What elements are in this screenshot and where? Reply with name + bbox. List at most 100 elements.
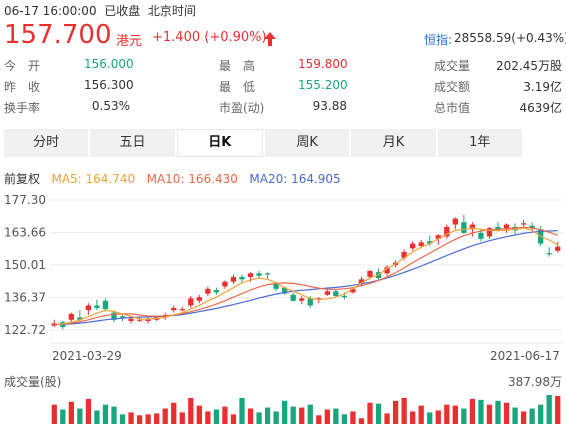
adjust-mode[interactable]: 前复权 [4, 172, 41, 186]
volume-bar [555, 395, 561, 424]
volume-bar [77, 408, 83, 424]
volume-bar [171, 402, 177, 424]
volume-bar [94, 410, 100, 424]
volume-bar [392, 400, 399, 424]
volume-bar [290, 406, 296, 424]
current-price: 157.700 [4, 20, 112, 50]
y-tick-label: 136.37 [4, 291, 46, 305]
candle [555, 241, 561, 253]
ma20-value: MA20: 164.905 [249, 172, 341, 186]
volume-bar [179, 412, 185, 424]
volume-bar [213, 409, 220, 424]
candle [486, 226, 493, 239]
volume-label: 成交量(股) [4, 374, 61, 389]
stat-label-volume: 成交量 [434, 59, 471, 73]
candle [264, 272, 271, 280]
volume-bar [546, 395, 552, 424]
status-bar: 06-17 16:00:00 已收盘 北京时间 [4, 2, 196, 19]
volume-bar [60, 409, 66, 424]
arrow-up-icon [264, 32, 276, 46]
volume-max: 387.98万 [508, 375, 562, 389]
volume-bar [333, 408, 339, 424]
candle [102, 298, 109, 312]
volume-bar [461, 408, 467, 424]
price-change: +1.400 (+0.90%) [152, 30, 267, 45]
status-datetime: 06-17 16:00:00 [4, 4, 97, 18]
stat-label-market-cap: 总市值 [434, 101, 471, 115]
volume-bar [102, 404, 109, 424]
stat-value-low: 155.200 [298, 78, 348, 92]
candle [111, 310, 117, 323]
volume-bar [222, 406, 228, 424]
volume-bar [145, 414, 151, 424]
tab-intraday[interactable]: 分时 [4, 129, 89, 157]
stat-label-high: 最 高 [219, 59, 256, 73]
candle [222, 280, 228, 289]
volume-bar [486, 404, 493, 424]
volume-bar [68, 401, 74, 424]
y-tick-label: 163.66 [4, 226, 46, 240]
candle [213, 287, 220, 295]
period-tabs: 分时 五日 日K 周K 月K 1年 [4, 129, 522, 157]
candle [239, 274, 245, 283]
candle [205, 286, 211, 296]
volume-bar [358, 418, 365, 424]
stat-value-high: 159.800 [298, 57, 348, 71]
stat-value-prev-close: 156.300 [84, 78, 134, 92]
stat-value-market-cap: 4639亿 [519, 101, 562, 115]
x-label-start: 2021-03-29 [52, 349, 122, 363]
stat-value-volume: 202.45万股 [496, 59, 562, 73]
volume-bar [264, 407, 271, 424]
stat-value-pe: 93.88 [312, 99, 347, 113]
candle [324, 288, 330, 296]
candle [410, 241, 416, 251]
tab-five-day[interactable]: 五日 [90, 129, 175, 157]
tab-one-year[interactable]: 1年 [437, 129, 522, 157]
candle [179, 306, 185, 312]
volume-bar [230, 414, 237, 424]
ma-legend: 前复权 MA5: 164.740 MA10: 166.430 MA20: 164… [4, 170, 341, 187]
candle [119, 313, 126, 321]
x-label-end: 2021-06-17 [490, 349, 560, 363]
stat-label-pe: 市盈(动) [219, 101, 265, 115]
volume-bar [401, 397, 407, 424]
candle [290, 292, 296, 302]
candle [384, 265, 390, 276]
stat-label-low: 最 低 [219, 80, 256, 94]
volume-bar [128, 412, 134, 424]
currency-label: 港元 [116, 34, 143, 49]
status-state: 已收盘 [104, 4, 141, 18]
index-name-link[interactable]: 恒指: [424, 33, 453, 47]
y-tick-label: 122.72 [4, 323, 46, 337]
volume-bar [239, 397, 245, 424]
stat-value-turnover: 3.19亿 [523, 80, 562, 94]
volume-bar [418, 405, 424, 424]
ma10-line [54, 226, 558, 326]
volume-bar [435, 410, 441, 424]
volume-bar [136, 415, 143, 424]
status-zone: 北京时间 [147, 4, 196, 18]
volume-bar [384, 413, 390, 424]
tab-daily-k[interactable]: 日K [176, 129, 263, 157]
volume-bar [119, 414, 126, 424]
candle [546, 247, 552, 257]
volume-bar [273, 411, 279, 424]
candle [145, 317, 151, 324]
candle [230, 274, 237, 285]
tab-monthly-k[interactable]: 月K [351, 129, 436, 157]
volume-bar [307, 404, 313, 424]
volume-bar [452, 405, 458, 424]
volume-bar [478, 399, 484, 424]
index-value: 28558.59(+0.43%) [454, 31, 566, 45]
candle [85, 303, 92, 316]
volume-bar [427, 412, 433, 424]
volume-bar [520, 411, 527, 424]
stat-label-turnover-rate: 换手率 [4, 101, 41, 115]
candle [333, 288, 339, 298]
volume-bar [375, 403, 382, 424]
volume-bar [188, 397, 194, 424]
stat-label-open: 今 开 [4, 59, 41, 73]
volume-bar [469, 398, 476, 424]
tab-weekly-k[interactable]: 周K [264, 129, 350, 157]
